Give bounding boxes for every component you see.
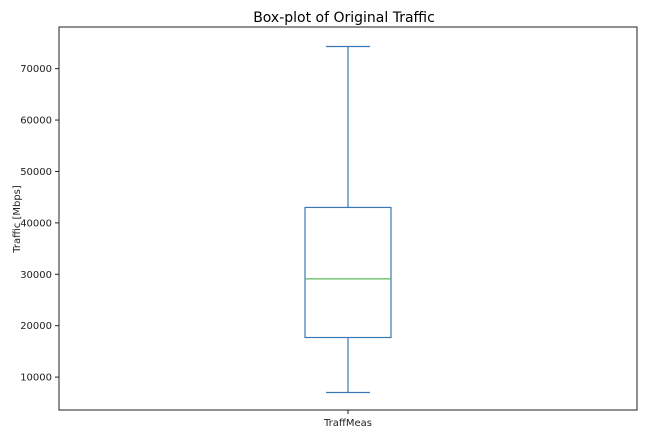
y-axis-ticks: 10000 20000 30000 40000 50000 60000 70000 [20,64,59,384]
y-tick-label: 60000 [20,116,52,127]
y-tick-label: 30000 [20,270,52,281]
box-series [304,45,392,394]
y-tick-label: 40000 [20,218,52,229]
y-axis-label: Traffic [Mbps] [12,185,23,254]
y-tick-label: 10000 [20,373,52,384]
interquartile-box [304,206,392,339]
y-tick-label: 70000 [20,64,52,75]
y-tick-label: 50000 [20,167,52,178]
x-axis-ticks: TraffMeas [323,410,372,429]
y-tick-label: 20000 [20,321,52,332]
x-tick-label: TraffMeas [323,418,372,429]
chart-title: Box-plot of Original Traffic [253,10,435,26]
